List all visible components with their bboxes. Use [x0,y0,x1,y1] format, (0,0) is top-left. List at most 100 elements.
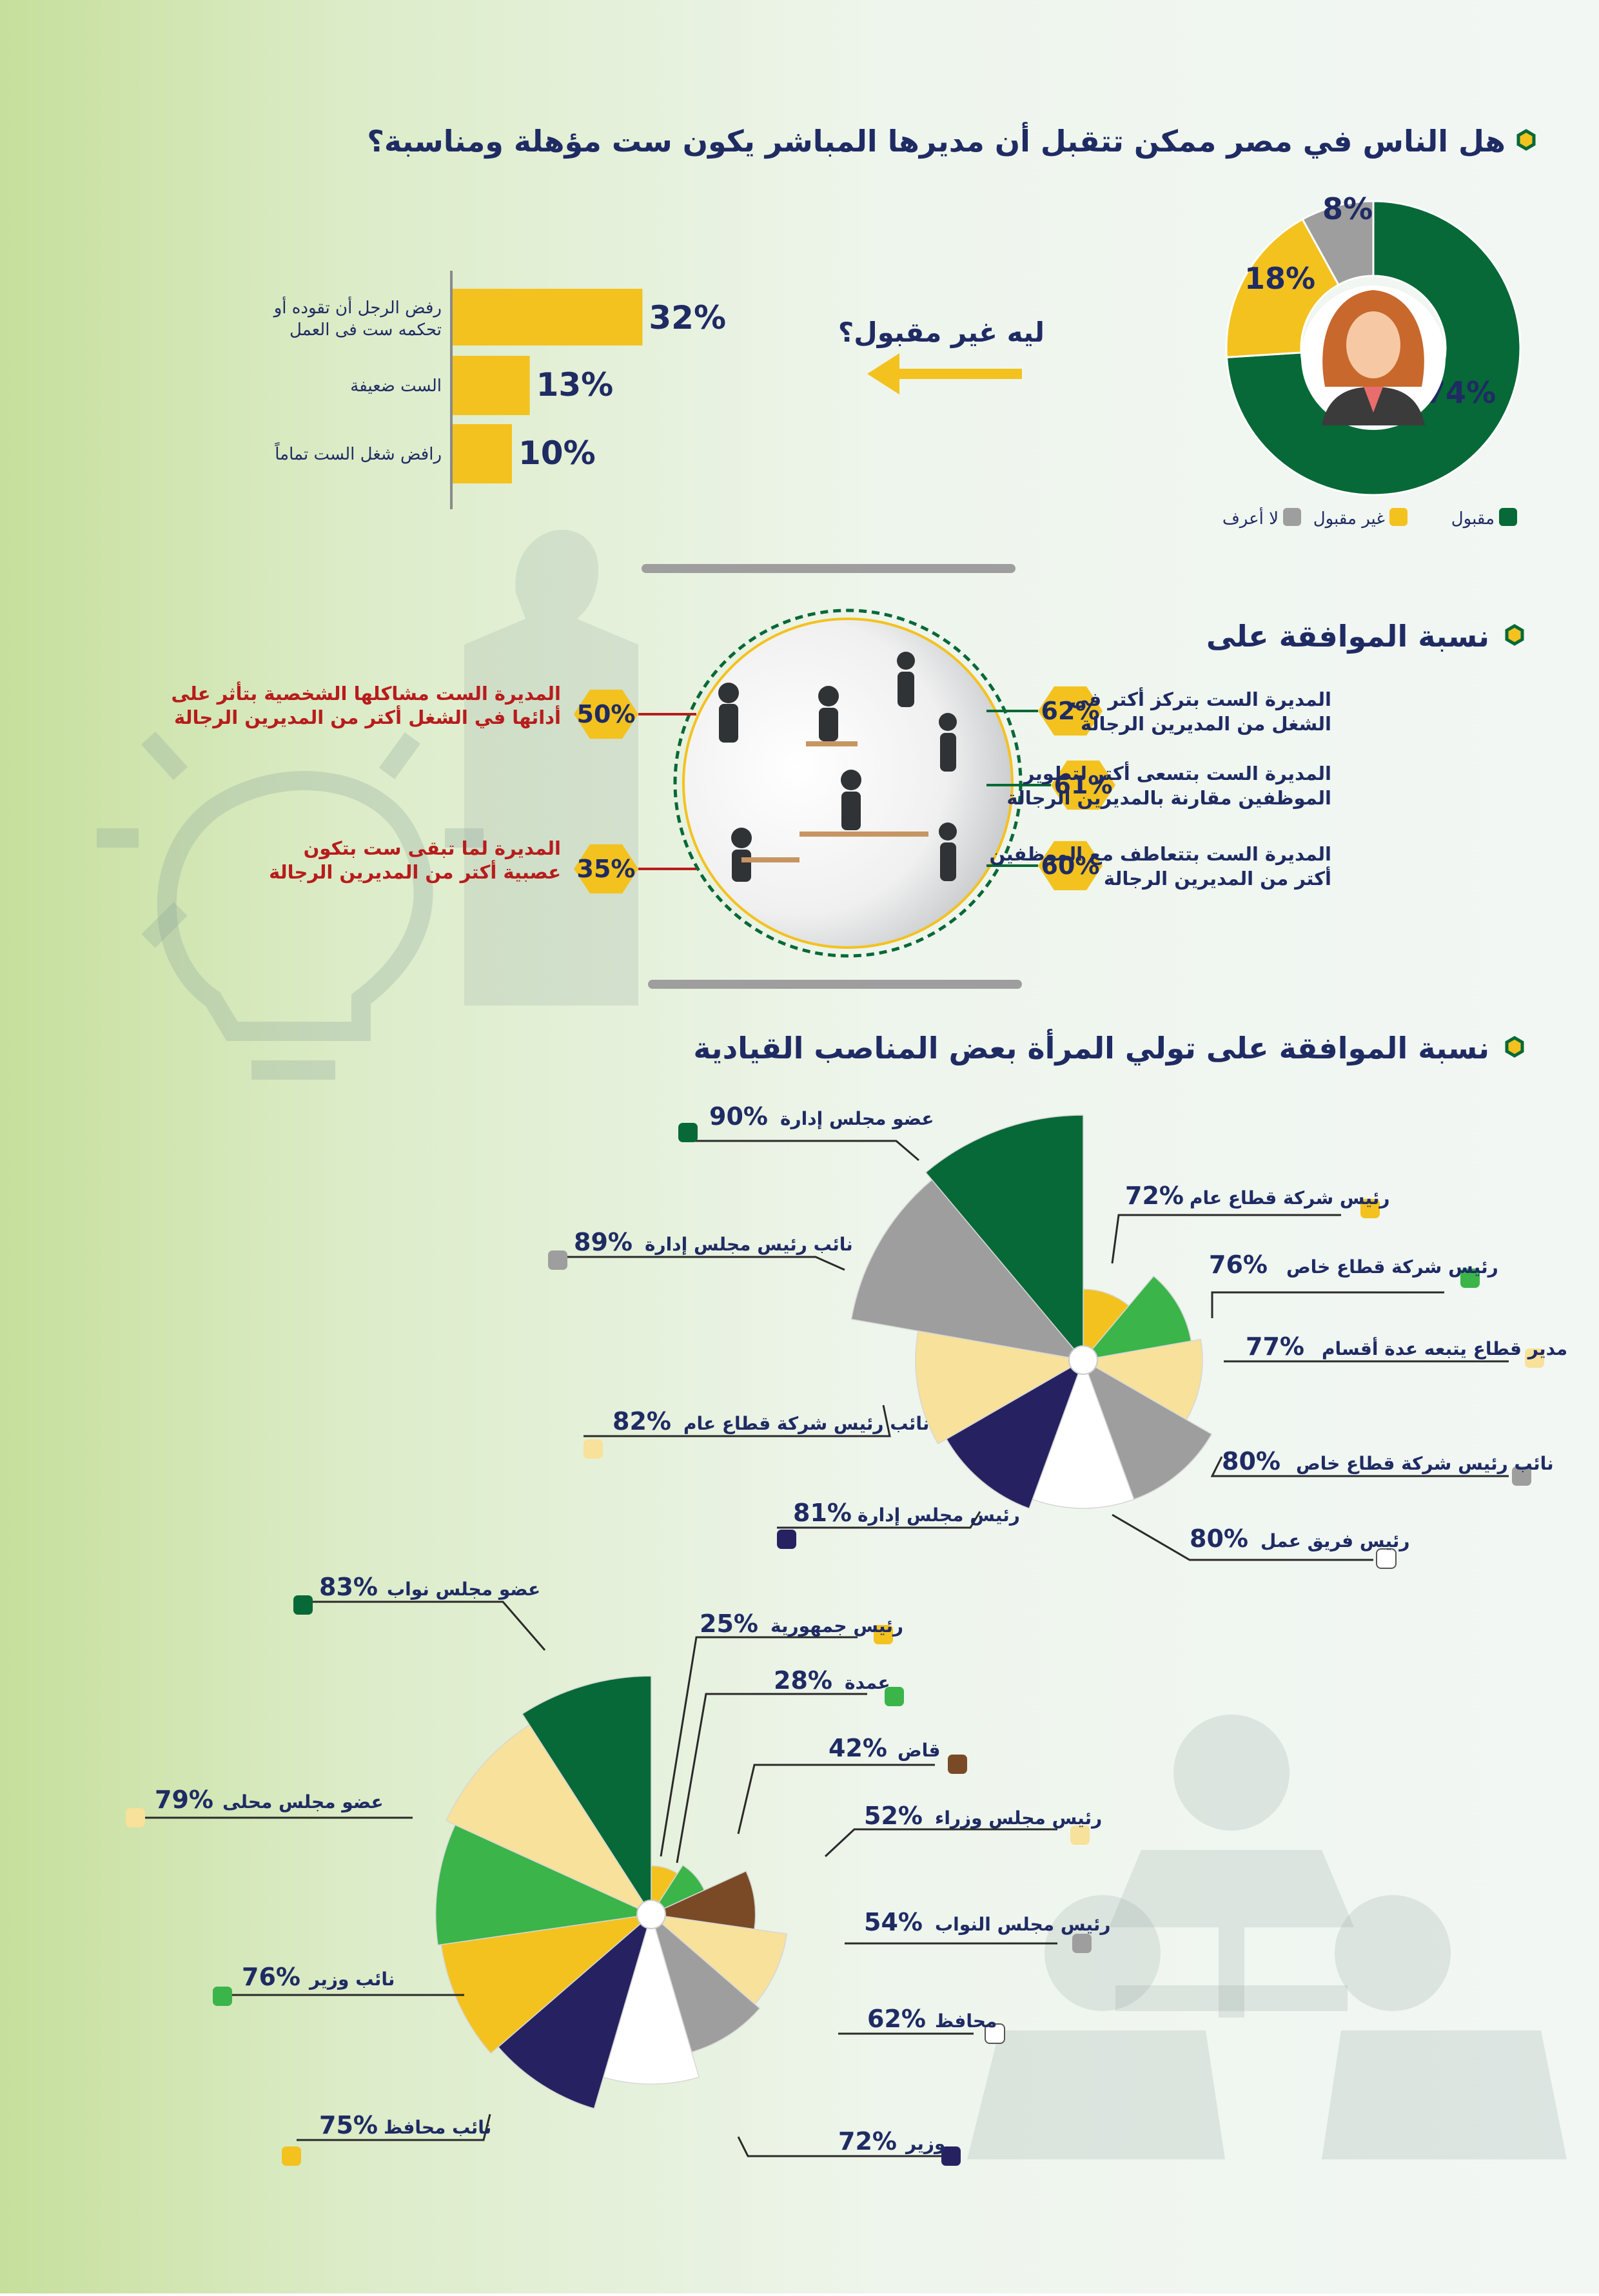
leader-line [558,1256,845,1271]
slice-name-label: رئيس مجلس النواب [935,1914,1111,1935]
percent-value: 62% [1041,697,1100,725]
slice-value-label: 54% [864,1908,923,1936]
slice-value-label: 90% [709,1102,768,1131]
polar-slice [945,1359,1084,1510]
polar-slice [497,1912,652,2110]
bar-value-label: 13% [536,366,614,404]
donut-legend: مقبول غير مقبول لا أعرف [1222,507,1517,529]
section2-title: نسبة الموافقة على [1206,619,1489,654]
slice-name-label: عضو مجلس إدارة [780,1108,934,1130]
label-swatch [548,1250,567,1270]
polar-slice [435,1824,653,1946]
slice-name-label: رئيس فريق عمل [1261,1530,1410,1552]
legend-label-dont-know: لا أعرف [1222,507,1279,529]
section1-title: هل الناس في مصر ممكن تتقبل أن مديرها الم… [367,122,1506,159]
bar-value-label: 10% [518,434,596,472]
polar-slice [602,1912,700,2085]
slice-value-label: 72% [1125,1182,1184,1210]
bg-lightbulb-icon [97,731,484,1080]
percent-hexagon [1038,841,1103,891]
slice-name-label: وزير [905,2133,945,2154]
label-swatch [948,1755,967,1774]
label-swatch [885,1687,904,1706]
bullet-icon [1505,624,1524,646]
bullet-icon [1516,129,1536,151]
label-swatch [777,1530,796,1549]
polar-slice [446,1724,653,1916]
slice-value-label: 80% [1190,1524,1248,1553]
percent-value: 50% [577,700,636,728]
bg-businessman-icon [464,529,638,1006]
bar [453,424,512,483]
donut-slice [1225,218,1340,358]
polar-slice [1083,1289,1130,1362]
polar-slice [649,1870,756,1930]
polar-slice [925,1114,1084,1362]
slice-value-label: 76% [242,1963,300,1991]
legend-swatch-not-accepted [1389,508,1408,526]
bar-value-label: 32% [649,299,726,336]
item-text-line: المديرة الست بتتعاطف مع الموظفين [989,843,1331,865]
why-not-accepted-label: ليه غير مقبول؟ [838,316,1045,349]
slice-value-label: 25% [700,1610,758,1638]
leader-line [737,2136,941,2157]
leader-line [306,1600,546,1651]
leader-line [1112,1513,1373,1561]
percent-value: 60% [1041,851,1100,880]
slice-name-label: نائب رئيس شركة قطاع عام [683,1413,929,1434]
bullet-icon [1505,1036,1524,1058]
approval-items-right: 62%المديرة الست بتركز أكتر فى الشغل من ال… [986,686,1331,891]
slice-value-label: 77% [1246,1332,1304,1361]
percent-hexagon [574,844,638,894]
item-text-line: الموظفين مقارنة بالمديرين الرجالة [1006,787,1331,809]
slice-name-label: نائب رئيس مجلس إدارة [645,1234,853,1256]
approval-items-left: 50% المديرة الست مشاكلها الشخصية بتأثر عل… [172,681,696,894]
leader-line [777,1511,981,1529]
label-swatch [941,2146,961,2166]
slice-name-label: رئيس شركة قطاع خاص [1286,1256,1498,1278]
slice-value-label: 82% [613,1407,671,1435]
slice-value-label: 28% [774,1666,832,1695]
legend-label-not-accepted: غير مقبول [1313,509,1385,529]
divider-2 [648,980,1022,989]
legend-swatch-dont-know [1283,508,1301,526]
slice-value-label: 42% [829,1734,887,1762]
slice-name-label: عضو مجلس نواب [387,1579,540,1600]
polar-slice [649,1913,788,2005]
bar [453,289,643,345]
leader-line [1111,1214,1341,1264]
leader-line [676,1693,867,1863]
slice-value-label: 75% [319,2111,378,2139]
slice-value-label: 62% [867,2005,926,2033]
label-swatch [293,1595,313,1615]
slice-value-label: 81% [793,1499,852,1527]
section3-heading: نسبة الموافقة على تولي المرأة بعض المناص… [693,1029,1524,1065]
item-text-line: المديرة لما تبقى ست بتكون [304,837,561,859]
government-positions-polar-chart: 25% رئيس جمهورية 28% عمدة 42% قاض 52% رئيس مجلس… [126,1573,1111,2166]
why-not-accepted-callout: ليه غير مقبول؟ [838,316,1045,394]
section3-title: نسبة الموافقة على تولي المرأة بعض المناص… [693,1029,1489,1065]
bar-category-label: الست ضعيفة [350,376,442,396]
slice-value-label: 72% [838,2127,897,2155]
slice-name-label: رئيس شركة قطاع عام [1190,1187,1390,1209]
polar-center-dot [636,1900,666,1929]
polar-center-dot [1068,1345,1098,1375]
polar-slice [1082,1275,1192,1361]
label-swatch [1460,1269,1480,1288]
slice-name-label: نائب رئيس شركة قطاع خاص [1296,1453,1554,1474]
legend-label-accepted: مقبول [1451,509,1495,529]
slice-name-label: محافظ [935,2010,997,2032]
polar-slice [522,1675,652,1916]
arrow-left-icon [867,353,899,394]
label-swatch [584,1439,603,1459]
arrow-shaft [896,369,1022,379]
slice-value-label: 79% [155,1785,213,1814]
leader-line [584,1405,891,1437]
label-swatch [1525,1348,1544,1368]
bar-category-label: رفض الرجل أن تقوده أو [273,296,442,318]
item-text-line: الشغل من المديرين الرجالة [1081,713,1331,735]
bg-team-hierarchy-icon [967,1715,1567,2159]
item-text-line: عصبية أكتر من المديرين الرجالة [269,860,561,883]
